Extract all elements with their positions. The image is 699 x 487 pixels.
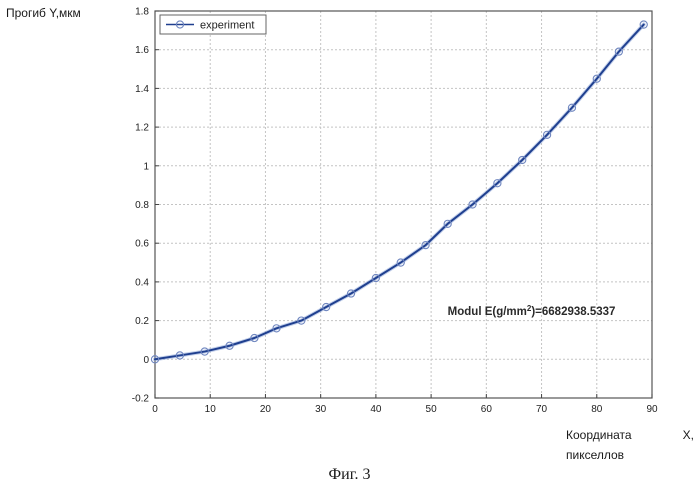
y-tick-label-6: 1	[143, 161, 149, 172]
x-tick-label-2: 20	[260, 404, 272, 415]
y-tick-label-5: 0.8	[135, 200, 149, 211]
x-tick-label-0: 0	[152, 404, 158, 415]
y-tick-label-1: 0	[143, 355, 149, 366]
annotation-prefix: Modul E(g/mm	[448, 306, 527, 318]
x-axis-label: Координата X, пикселлов	[566, 425, 696, 465]
x-tick-label-3: 30	[315, 404, 327, 415]
x-axis-label-word: Координата	[566, 425, 632, 445]
x-tick-label-1: 10	[205, 404, 217, 415]
x-tick-label-6: 60	[481, 404, 493, 415]
modulus-annotation: Modul E(g/mm2)=6682938.5337	[448, 304, 616, 318]
x-axis-label-unit: пикселлов	[566, 445, 696, 465]
x-tick-label-9: 90	[646, 404, 658, 415]
y-tick-label-2: 0.2	[135, 316, 149, 327]
y-tick-label-3: 0.4	[135, 277, 149, 288]
y-tick-label-7: 1.2	[135, 123, 149, 134]
legend-label: experiment	[200, 20, 254, 32]
x-tick-label-8: 80	[591, 404, 603, 415]
figure-caption: Фиг. 3	[0, 466, 699, 484]
x-tick-label-5: 50	[426, 404, 438, 415]
y-tick-label-9: 1.6	[135, 45, 149, 56]
x-axis-label-line1: Координата X,	[566, 425, 694, 445]
y-tick-label-4: 0.6	[135, 239, 149, 250]
y-axis-label: Прогиб Y,мкм	[6, 6, 81, 20]
y-tick-label-10: 1.8	[135, 7, 149, 18]
x-tick-label-7: 70	[536, 404, 548, 415]
x-tick-label-4: 40	[370, 404, 382, 415]
x-axis-label-symbol: X,	[683, 425, 694, 445]
annotation-suffix: )=6682938.5337	[531, 306, 615, 318]
y-tick-label-8: 1.4	[135, 84, 149, 95]
y-tick-label-0: -0.2	[132, 394, 150, 405]
